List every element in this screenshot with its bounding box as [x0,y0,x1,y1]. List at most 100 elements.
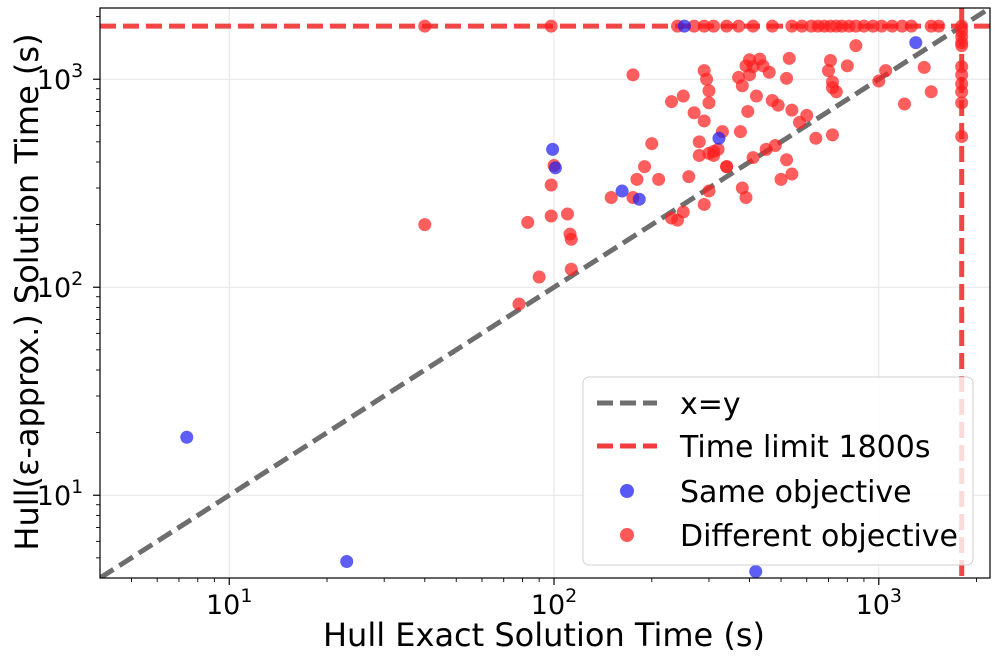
x-tick-base: 10 [856,590,890,621]
x-tick-exponent: 1 [240,585,252,607]
point-different-objective [829,85,843,99]
point-different-objective [711,142,725,156]
plot-frame [99,7,991,579]
point-same-objective [677,19,691,33]
point-different-objective [821,64,835,78]
point-different-objective [544,209,558,223]
point-different-objective [782,51,796,65]
y-tick-exponent: 2 [71,268,83,290]
point-different-objective [604,191,618,205]
point-different-objective [532,270,546,284]
point-same-objective [546,142,560,156]
point-different-objective [697,197,711,211]
point-same-objective [180,430,194,444]
y-tick-exponent: 1 [71,476,83,498]
point-different-objective [774,172,788,186]
x-tick-base: 10 [531,590,565,621]
point-different-objective [746,19,760,33]
point-different-objective [692,135,706,149]
data-points [180,19,969,578]
point-same-objective [615,184,629,198]
point-different-objective [687,19,701,33]
point-different-objective [771,98,785,112]
y-tick-exponent: 3 [71,60,83,82]
point-different-objective [898,97,912,111]
point-different-objective [955,68,969,82]
point-different-objective [895,19,909,33]
x-tick-label: 103 [856,585,902,621]
point-different-objective [697,114,711,128]
point-different-objective [645,137,659,151]
point-same-objective [548,161,562,175]
y-tick-label: 103 [37,60,83,96]
point-different-objective [700,72,714,86]
point-different-objective [768,139,782,153]
point-different-objective [564,232,578,246]
point-different-objective [733,125,747,139]
y-axis-label: Hull(ε-approx.) Solution Time (s) [8,33,46,550]
point-different-objective [840,59,854,73]
point-different-objective [521,215,535,229]
point-different-objective [664,95,678,109]
point-different-objective [872,74,886,88]
point-different-objective [955,96,969,110]
point-different-objective [512,297,526,311]
grid-lines [100,8,990,578]
point-different-objective [682,170,696,184]
point-different-objective [720,160,734,174]
point-different-objective [735,79,749,93]
point-different-objective [917,60,931,74]
point-different-objective [720,19,734,33]
point-different-objective [707,19,721,33]
point-different-objective [418,218,432,232]
y-tick-base: 10 [37,481,71,512]
y-tick-base: 10 [37,65,71,96]
point-different-objective [626,68,640,82]
point-different-objective [749,89,763,103]
point-same-objective [632,192,646,206]
point-different-objective [823,54,837,68]
x-axis-label: Hull Exact Solution Time (s) [323,616,765,654]
point-different-objective [780,153,794,167]
point-different-objective [697,19,711,33]
legend-label-same-objective: Same objective [680,475,912,510]
point-different-objective [924,85,938,99]
point-same-objective [712,131,726,145]
point-different-objective [785,167,799,181]
point-different-objective [732,19,746,33]
point-different-objective [702,184,716,198]
x-tick-exponent: 3 [890,585,902,607]
y-tick-label: 101 [37,476,83,512]
legend: x=y Time limit 1800s Same objective Diff… [582,376,974,566]
point-different-objective [762,65,776,79]
point-different-objective [849,39,863,53]
point-different-objective [652,172,666,186]
point-different-objective [765,19,779,33]
legend-label-xy: x=y [680,387,741,422]
point-different-objective [676,205,690,219]
legend-label-time-limit: Time limit 1800s [679,430,930,465]
point-different-objective [564,262,578,276]
point-different-objective [746,151,760,165]
y-tick-base: 10 [37,273,71,304]
x-tick-label: 102 [531,585,577,621]
point-different-objective [800,108,814,122]
point-different-objective [955,39,969,53]
point-different-objective [630,172,644,186]
point-different-objective [875,19,889,33]
point-different-objective [418,19,432,33]
point-different-objective [809,131,823,145]
point-different-objective [739,191,753,205]
point-different-objective [702,96,716,110]
point-different-objective [676,89,690,103]
point-different-objective [795,19,809,33]
point-different-objective [932,19,946,33]
point-different-objective [544,178,558,192]
point-different-objective [638,160,652,174]
point-different-objective [741,104,755,118]
point-different-objective [785,103,799,117]
legend-swatch-different-objective [620,528,634,542]
point-different-objective [955,85,969,99]
